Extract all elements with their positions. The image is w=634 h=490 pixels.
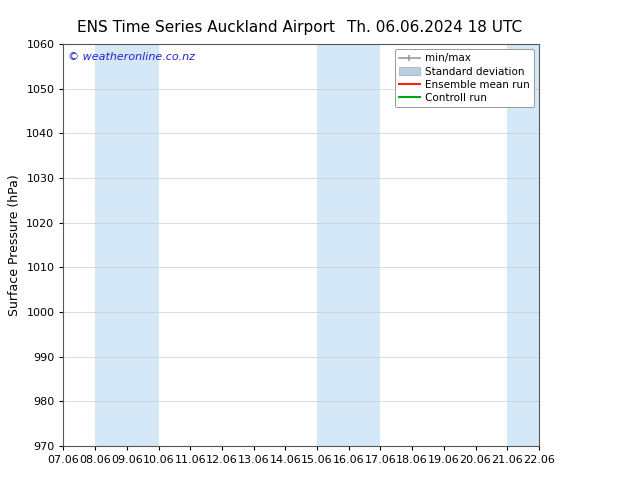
Bar	[317, 44, 380, 446]
Bar	[95, 44, 158, 446]
Bar	[507, 44, 539, 446]
Text: ENS Time Series Auckland Airport: ENS Time Series Auckland Airport	[77, 20, 335, 35]
Text: Th. 06.06.2024 18 UTC: Th. 06.06.2024 18 UTC	[347, 20, 522, 35]
Y-axis label: Surface Pressure (hPa): Surface Pressure (hPa)	[8, 174, 21, 316]
Legend: min/max, Standard deviation, Ensemble mean run, Controll run: min/max, Standard deviation, Ensemble me…	[394, 49, 534, 107]
Text: © weatheronline.co.nz: © weatheronline.co.nz	[68, 52, 195, 62]
